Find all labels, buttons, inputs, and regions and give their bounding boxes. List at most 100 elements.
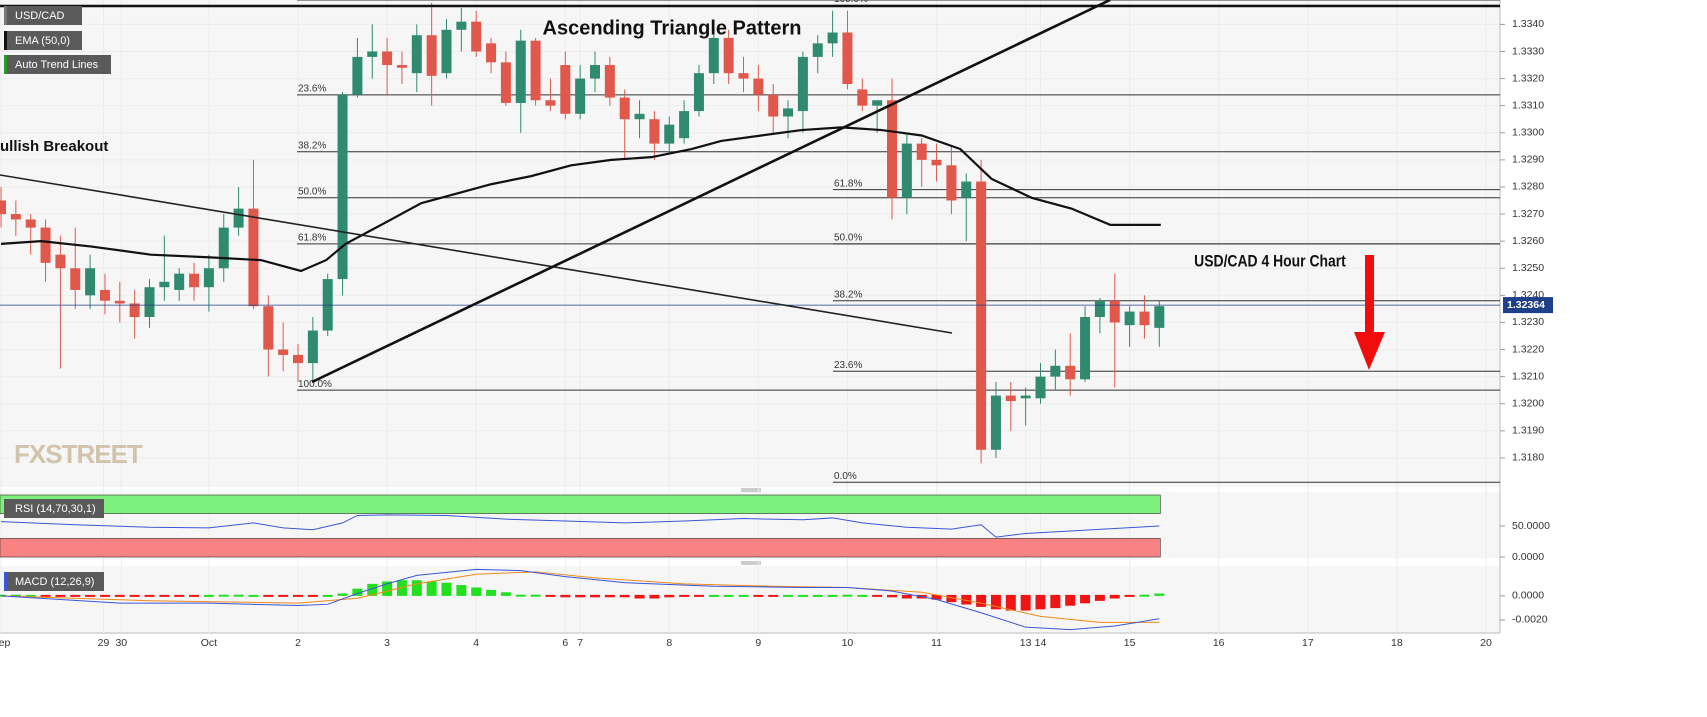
macd-histogram-bar xyxy=(901,594,912,599)
macd-histogram-bar xyxy=(1154,593,1165,596)
macd-line xyxy=(0,568,1160,631)
legend-box[interactable] xyxy=(4,6,82,25)
macd-histogram-bar xyxy=(545,594,556,597)
candle-body xyxy=(307,330,318,364)
macd-histogram-bar xyxy=(99,594,110,597)
candle-body xyxy=(159,281,170,288)
y-tick-label: -0.0020 xyxy=(1512,614,1548,626)
macd-histogram-bar xyxy=(25,594,36,597)
macd-histogram-bar xyxy=(708,594,719,597)
legend-label: MACD (12,26,9) xyxy=(15,576,94,588)
y-tick-label: 1.3280 xyxy=(1512,181,1544,193)
candle-body xyxy=(337,94,348,280)
fib-label: 61.8% xyxy=(298,232,326,243)
macd-histogram-bar xyxy=(797,594,808,597)
candle-body xyxy=(590,65,600,79)
x-tick-label: 2 xyxy=(295,637,301,649)
macd-histogram-bar xyxy=(812,594,823,597)
candle-body xyxy=(931,159,942,166)
candle-body xyxy=(1080,317,1091,380)
macd-histogram-bar xyxy=(738,594,749,597)
fib-label: 100.0% xyxy=(298,379,332,390)
legend-box[interactable] xyxy=(4,499,104,518)
candle-body xyxy=(530,40,541,101)
y-tick-label: 1.3180 xyxy=(1512,452,1544,464)
macd-histogram-bar xyxy=(1094,594,1105,601)
candle-body xyxy=(723,37,734,74)
x-tick-label: Oct xyxy=(201,637,217,649)
x-tick-label: 10 xyxy=(842,637,854,649)
panel-handle[interactable] xyxy=(741,561,761,565)
macd-histogram-bar xyxy=(931,594,942,600)
trend-line xyxy=(0,174,953,334)
legend-swatch xyxy=(4,31,7,50)
candle-body xyxy=(649,119,660,144)
candle-body xyxy=(634,113,645,120)
candle-body xyxy=(887,100,897,198)
macd-histogram-bar xyxy=(55,594,66,597)
macd-histogram-bar xyxy=(382,581,393,596)
y-tick-label: 1.3320 xyxy=(1512,72,1544,84)
candle-body xyxy=(114,300,125,304)
x-tick-label: 15 xyxy=(1124,637,1136,649)
candle-body xyxy=(85,268,96,296)
macd-histogram-bar xyxy=(946,594,957,603)
candle-body xyxy=(471,21,482,52)
macd-panel xyxy=(0,566,1500,633)
candle-body xyxy=(1124,311,1135,326)
chart-subtitle: USD/CAD 4 Hour Chart xyxy=(1194,252,1346,271)
macd-histogram-bar xyxy=(248,594,259,597)
macd-histogram-bar xyxy=(768,594,779,597)
candle-body xyxy=(263,306,274,350)
candle-body xyxy=(1109,300,1120,323)
candle-body xyxy=(144,287,155,318)
macd-histogram-bar xyxy=(159,594,170,597)
macd-histogram-bar xyxy=(411,580,422,596)
macd-histogram-bar xyxy=(85,594,96,597)
macd-histogram-bar xyxy=(322,594,333,597)
x-tick-label: 20 xyxy=(1480,637,1492,649)
legend-box[interactable] xyxy=(4,55,111,74)
macd-histogram-bar xyxy=(486,589,497,596)
last-price-label: 1.32364 xyxy=(1507,299,1545,311)
macd-histogram-bar xyxy=(664,594,675,598)
macd-histogram-bar xyxy=(619,594,630,598)
macd-histogram-bar xyxy=(471,587,482,596)
panel-handle[interactable] xyxy=(741,488,761,492)
legend-label: USD/CAD xyxy=(15,10,65,22)
rsi-line xyxy=(0,514,1160,538)
macd-histogram-bar xyxy=(144,594,155,597)
x-tick-label: 13 xyxy=(1020,637,1032,649)
macd-histogram-bar xyxy=(976,594,987,607)
y-tick-label: 1.3220 xyxy=(1512,343,1544,355)
x-tick-label: 18 xyxy=(1391,637,1403,649)
macd-histogram-bar xyxy=(634,594,645,599)
macd-histogram-bar xyxy=(649,594,660,599)
candle-body xyxy=(352,56,363,95)
legend-label: Auto Trend Lines xyxy=(15,59,99,71)
fib-label: 50.0% xyxy=(834,232,862,243)
macd-histogram-bar xyxy=(456,585,467,596)
candle-body xyxy=(441,29,452,74)
fib-label: 61.8% xyxy=(834,178,862,189)
candle-body xyxy=(396,65,407,68)
macd-histogram-bar xyxy=(174,594,185,597)
legend-label: EMA (50,0) xyxy=(15,35,70,47)
candle-body xyxy=(278,349,289,355)
candle-body xyxy=(515,40,526,103)
legend-box[interactable] xyxy=(4,572,104,591)
candle-body xyxy=(0,200,6,215)
legend-box[interactable] xyxy=(4,31,82,50)
macd-histogram-bar xyxy=(515,594,526,597)
macd-histogram-bar xyxy=(263,594,274,597)
macd-histogram-bar xyxy=(352,588,363,596)
macd-histogram-bar xyxy=(590,594,600,598)
candle-body xyxy=(382,51,393,66)
candle-body xyxy=(129,303,140,318)
candle-body xyxy=(768,94,779,117)
pattern-title: Ascending Triangle Pattern xyxy=(543,17,802,39)
macd-histogram-bar xyxy=(783,594,794,597)
macd-histogram-bar xyxy=(560,594,571,598)
x-tick-label: Sep xyxy=(0,637,10,649)
candle-body xyxy=(545,100,556,106)
